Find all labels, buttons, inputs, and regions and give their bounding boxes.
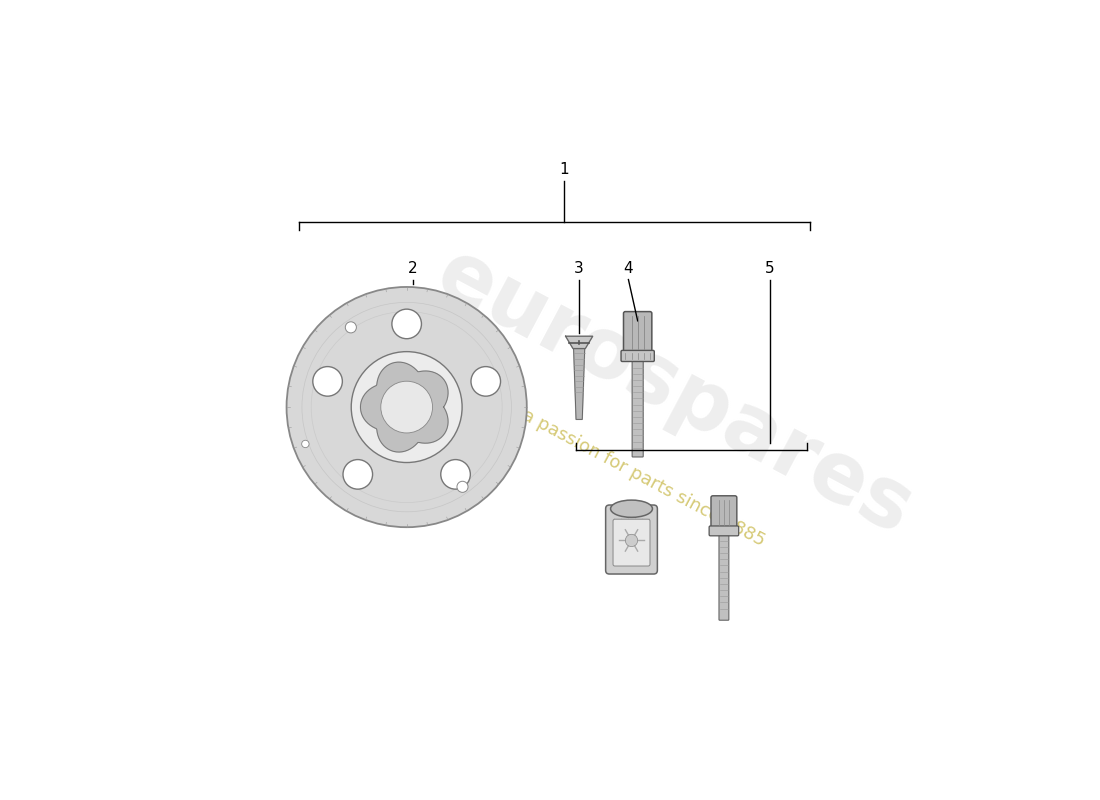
- Circle shape: [286, 287, 527, 527]
- Polygon shape: [565, 336, 593, 349]
- Circle shape: [471, 366, 501, 396]
- Circle shape: [343, 459, 373, 489]
- Circle shape: [441, 459, 471, 489]
- Ellipse shape: [610, 500, 652, 518]
- FancyBboxPatch shape: [621, 350, 654, 362]
- FancyBboxPatch shape: [613, 519, 650, 566]
- Circle shape: [625, 534, 638, 546]
- Circle shape: [312, 366, 342, 396]
- Text: a passion for parts since 1885: a passion for parts since 1885: [519, 406, 769, 550]
- Text: 5: 5: [766, 261, 774, 276]
- Circle shape: [301, 440, 309, 448]
- FancyBboxPatch shape: [606, 505, 658, 574]
- FancyBboxPatch shape: [624, 312, 652, 354]
- Circle shape: [351, 352, 462, 462]
- Circle shape: [392, 309, 421, 338]
- Text: eurospares: eurospares: [422, 232, 926, 551]
- Text: 4: 4: [624, 261, 634, 276]
- FancyBboxPatch shape: [632, 361, 644, 457]
- Polygon shape: [361, 362, 448, 452]
- FancyBboxPatch shape: [719, 535, 729, 620]
- Text: 1: 1: [559, 162, 569, 178]
- FancyBboxPatch shape: [711, 496, 737, 530]
- Circle shape: [381, 382, 432, 433]
- Polygon shape: [573, 349, 585, 419]
- Text: 2: 2: [408, 261, 418, 276]
- Circle shape: [456, 482, 468, 492]
- FancyBboxPatch shape: [710, 526, 739, 536]
- Circle shape: [345, 322, 356, 333]
- Text: 3: 3: [574, 261, 584, 276]
